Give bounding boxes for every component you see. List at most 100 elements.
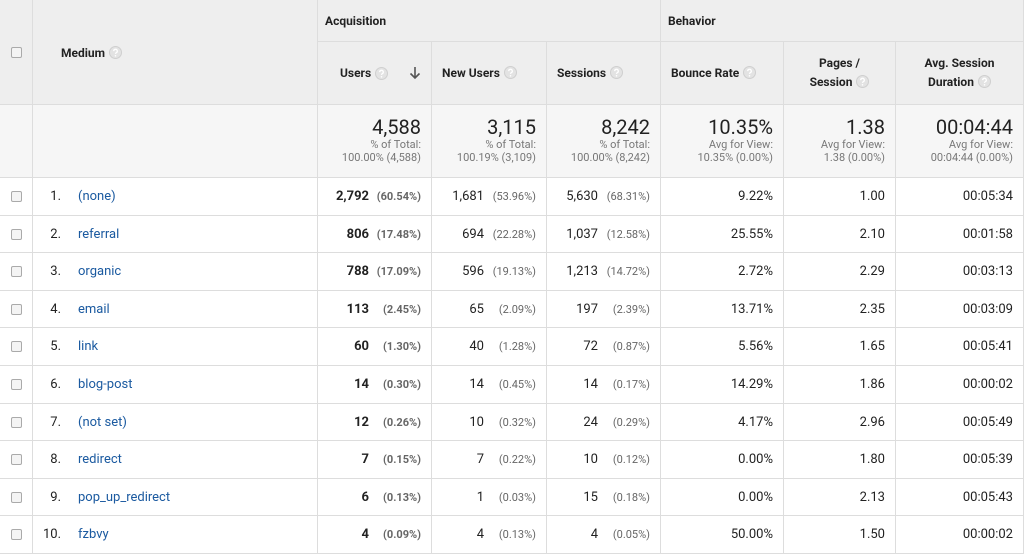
checkbox[interactable] [11, 529, 22, 541]
metric-value: 4 [590, 527, 598, 543]
metric-cell: 1,213 (14.72%) [547, 253, 661, 291]
total-note: Avg for View: [820, 138, 885, 151]
sort-arrow[interactable] [409, 66, 421, 80]
medium-cell: 10. fzbvy [33, 516, 318, 554]
row-index: 9. [50, 489, 61, 505]
medium-link[interactable]: redirect [78, 452, 122, 468]
column-header: Users [318, 42, 432, 105]
metric-cell: 00:01:58 [896, 215, 1024, 254]
metric-cell: 12 (0.26%) [318, 403, 432, 442]
medium-header: Medium [33, 0, 318, 105]
metric-percent: (17.48%) [376, 227, 421, 241]
metric-percent: (53.96%) [492, 190, 536, 203]
medium-cell: 2. referral [33, 215, 318, 254]
medium-link[interactable]: blog-post [78, 377, 133, 392]
checkbox[interactable] [11, 416, 22, 428]
total-sub: 1.38 (0.00%) [823, 151, 885, 164]
row-select [0, 178, 33, 216]
column-label: Avg. Session Duration [924, 56, 995, 89]
medium-link[interactable]: email [78, 301, 110, 317]
total-value: 4,588 [372, 115, 421, 139]
totals-cell: 3,115% of Total: 100.19% (3,109) [432, 105, 547, 178]
row-select [0, 403, 33, 442]
metric-cell: 00:05:41 [896, 328, 1024, 366]
metric-value: 60 [354, 339, 369, 355]
row-index: 10. [42, 527, 61, 543]
metric-cell: 14 (0.17%) [547, 366, 661, 404]
metric: 60 (1.30%) [354, 339, 421, 354]
metric-percent: (0.13%) [498, 528, 536, 542]
total-note: Avg for View: [708, 138, 773, 151]
medium-link[interactable]: referral [78, 226, 120, 242]
group-header: Behavior [661, 0, 1024, 42]
checkbox[interactable] [11, 454, 22, 466]
checkbox[interactable] [11, 491, 22, 503]
total-note: % of Total: [485, 138, 536, 151]
row-index: 8. [50, 452, 61, 468]
metric-value: 2.96 [859, 414, 885, 430]
checkbox[interactable] [11, 266, 22, 278]
metric-value: 50.00% [730, 527, 773, 543]
column-label: Users [340, 65, 372, 80]
metric-cell: 1.00 [784, 178, 896, 216]
totals-cell: 1.38 Avg for View: 1.38 (0.00%) [784, 105, 896, 178]
metric-value: 2.10 [859, 226, 885, 242]
metric-value: 6 [361, 489, 369, 505]
total-value: 8,242 [601, 115, 650, 139]
checkbox[interactable] [11, 228, 22, 240]
metric: 5,630 (68.31%) [566, 189, 650, 204]
column-label: Pages / Session [809, 56, 861, 89]
metric-cell: 14 (0.30%) [318, 366, 432, 404]
metric-value: 00:01:58 [962, 226, 1013, 242]
medium-link[interactable]: organic [78, 264, 122, 280]
medium-cell: 6. blog-post [33, 366, 318, 404]
medium-cell: 1. (none) [33, 178, 318, 216]
metric-percent: (0.30%) [383, 378, 421, 391]
metric-value: 10 [583, 452, 598, 468]
column-header-wrap: Sessions [557, 64, 624, 83]
metric: 788 (17.09%) [347, 264, 421, 279]
checkbox[interactable] [11, 303, 22, 315]
metric-value: 10 [469, 414, 484, 430]
checkbox[interactable] [11, 47, 22, 58]
metric-value: 4 [476, 527, 484, 543]
total-sub: 10.35% (0.00%) [697, 151, 773, 164]
metric-value: 4 [361, 527, 369, 543]
metric: 6 (0.13%) [362, 490, 421, 505]
metric-value: 00:03:13 [962, 264, 1013, 280]
row-index: 3. [50, 264, 61, 280]
metric-value: 0.00% [738, 452, 773, 468]
medium-cell: 4. email [33, 290, 318, 329]
metric-percent: (0.09%) [383, 528, 421, 542]
row-index: 2. [50, 226, 61, 242]
metric: 7 (0.22%) [477, 452, 536, 467]
metric-value: 1,037 [566, 226, 598, 242]
medium-link[interactable]: (none) [78, 189, 116, 204]
row-select [0, 441, 33, 479]
metric-cell: 1,681 (53.96%) [432, 178, 547, 216]
metric-cell: 00:05:43 [896, 478, 1024, 517]
medium-link[interactable]: (not set) [78, 414, 127, 430]
metric-cell: 40 (1.28%) [432, 328, 547, 366]
metric-percent: (17.09%) [376, 265, 421, 279]
medium-link[interactable]: pop_up_redirect [78, 489, 171, 505]
checkbox[interactable] [11, 191, 22, 202]
medium-cell: 3. organic [33, 253, 318, 291]
metric-percent: (1.30%) [383, 340, 421, 354]
metric-percent: (0.32%) [498, 415, 536, 429]
metric-cell: 0.00% [661, 478, 784, 517]
metric-cell: 25.55% [661, 215, 784, 254]
medium-link[interactable]: fzbvy [78, 527, 109, 543]
medium-link[interactable]: link [78, 339, 99, 355]
checkbox[interactable] [11, 341, 22, 353]
total-value: 00:04:44 [935, 115, 1013, 139]
metric-value: 14 [354, 377, 369, 392]
row-select [0, 478, 33, 517]
metric: 1,213 (14.72%) [566, 264, 650, 279]
metric-value: 694 [462, 226, 484, 242]
checkbox[interactable] [11, 379, 22, 390]
row-select [0, 290, 33, 329]
medium-cell: 8. redirect [33, 441, 318, 479]
